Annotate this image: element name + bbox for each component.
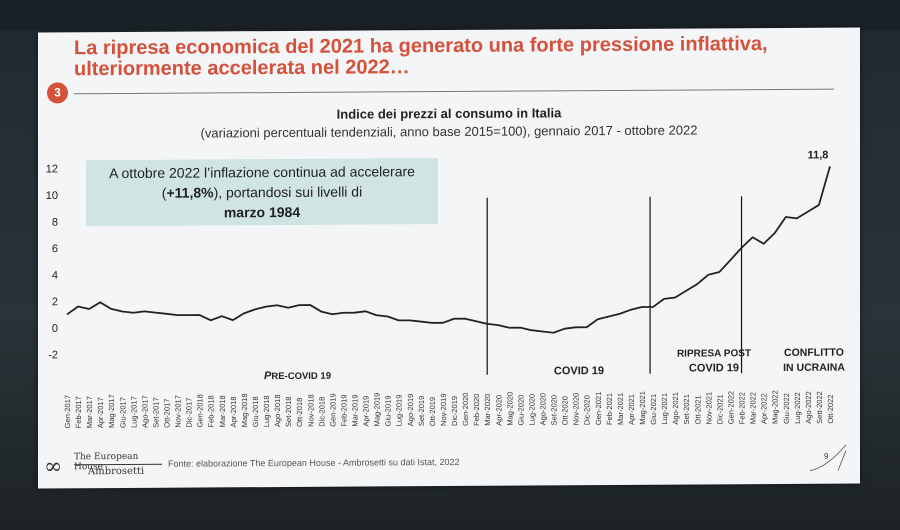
x-tick-label: Set-2017 bbox=[151, 397, 160, 428]
x-tick-label: Gen-2018 bbox=[196, 394, 205, 427]
x-tick-label: Apr-2019 bbox=[362, 396, 371, 427]
x-tick-label: Dic-2021 bbox=[715, 394, 724, 424]
phase-label-pre-covid: PRE-COVID 19 bbox=[264, 370, 331, 382]
x-tick-label: Apr-2021 bbox=[627, 394, 636, 425]
x-tick-label: Giu-2018 bbox=[251, 396, 260, 427]
x-tick-label: Lug-2021 bbox=[660, 393, 669, 425]
x-tick-label: Lug-2018 bbox=[262, 395, 271, 427]
x-tick-label: Nov-2021 bbox=[704, 392, 713, 425]
x-tick-label: Ott-2020 bbox=[561, 396, 570, 425]
x-tick-label: Feb-2018 bbox=[207, 395, 216, 427]
logo-mark-icon: ∞ bbox=[44, 454, 63, 480]
x-tick-label: Mar-2021 bbox=[616, 393, 625, 425]
page-number: 9 bbox=[824, 451, 829, 461]
x-tick-label: Giu-2022 bbox=[782, 393, 791, 424]
x-tick-label: Gen-2017 bbox=[63, 395, 72, 428]
phase-label-covid: COVID 19 bbox=[554, 365, 604, 377]
x-tick-label: Nov-2017 bbox=[174, 395, 183, 428]
x-tick-label: Set-2021 bbox=[682, 394, 691, 425]
x-tick-label: Mar-2020 bbox=[483, 394, 492, 426]
x-tick-label: Feb-2019 bbox=[339, 395, 348, 427]
logo-text-line2: Ambrosetti bbox=[88, 465, 145, 478]
x-tick-label: Set-2018 bbox=[284, 396, 293, 427]
presentation-slide: La ripresa economica del 2021 ha generat… bbox=[38, 27, 860, 489]
x-tick-label: Ago-2021 bbox=[671, 392, 680, 425]
x-tick-label: Mag-2017 bbox=[107, 394, 116, 428]
x-tick-label: Mag-2019 bbox=[373, 393, 382, 427]
x-tick-label: Giu-2017 bbox=[118, 397, 127, 428]
x-tick-label: Set-2020 bbox=[550, 395, 559, 426]
x-tick-label: Lug-2020 bbox=[527, 394, 536, 426]
x-tick-label: Apr-2017 bbox=[96, 397, 105, 428]
x-tick-label: Giu-2019 bbox=[384, 395, 393, 426]
x-tick-label: Mag-2021 bbox=[638, 391, 647, 425]
callout-bold-value: +11,8% bbox=[166, 184, 214, 201]
x-tick-label: Mar-2018 bbox=[218, 395, 227, 427]
x-tick-label: Nov-2019 bbox=[439, 393, 448, 426]
x-tick-label: Ott-2018 bbox=[295, 398, 304, 427]
x-tick-label: Nov-2020 bbox=[572, 393, 581, 426]
x-tick-label: Sett-2022 bbox=[815, 391, 824, 424]
callout-text-2: ), portandosi sui livelli di bbox=[213, 183, 363, 201]
x-tick-label: Set-2019 bbox=[417, 396, 426, 427]
x-tick-label: Apr-2022 bbox=[760, 393, 769, 424]
page-swirl-icon bbox=[809, 444, 847, 472]
x-tick-label: Gen-2020 bbox=[461, 393, 470, 426]
x-tick-label: Lug-2022 bbox=[793, 392, 802, 424]
x-tick-label: Ago-2020 bbox=[538, 393, 547, 426]
x-tick-label: Ott-2019 bbox=[428, 397, 437, 426]
x-tick-label: Mag-2020 bbox=[505, 392, 514, 426]
inflation-series-line bbox=[66, 166, 831, 334]
x-tick-label: Mag-2022 bbox=[771, 390, 780, 424]
x-tick-label: Gen-2019 bbox=[328, 393, 337, 426]
x-tick-label: Ago-2019 bbox=[406, 394, 415, 427]
screen-bezel bbox=[0, 0, 900, 30]
y-tick-label: 0 bbox=[52, 323, 58, 335]
x-tick-label: Mar-2017 bbox=[85, 396, 94, 428]
x-tick-label: Dic-2020 bbox=[583, 395, 592, 425]
x-tick-label: Nov-2018 bbox=[306, 394, 315, 427]
x-tick-label: Ott-2017 bbox=[163, 399, 172, 428]
y-tick-label: 10 bbox=[46, 190, 58, 202]
x-tick-label: Ago-2017 bbox=[140, 395, 149, 428]
y-tick-label: 8 bbox=[52, 217, 58, 229]
last-value-label: 11,8 bbox=[808, 149, 829, 161]
x-tick-label: Mag-2018 bbox=[240, 393, 249, 427]
callout-bold-date: marzo 1984 bbox=[223, 203, 301, 221]
x-tick-label: Feb-2017 bbox=[74, 396, 83, 428]
phase-label-recovery-line2: COVID 19 bbox=[689, 362, 739, 374]
x-tick-label: Gen-2021 bbox=[594, 392, 603, 425]
x-tick-label: Giu-2020 bbox=[516, 395, 525, 426]
x-tick-label: Ott-2021 bbox=[693, 395, 702, 424]
x-tick-label: Ago-2022 bbox=[804, 391, 813, 424]
x-tick-label: Feb-2021 bbox=[605, 393, 614, 425]
x-tick-label: Apr-2020 bbox=[494, 395, 503, 426]
x-tick-label: Lug-2019 bbox=[395, 395, 404, 427]
x-tick-label: Mar-2019 bbox=[351, 394, 360, 426]
x-tick-label: Ago-2018 bbox=[273, 394, 282, 427]
x-tick-label: Gen-2022 bbox=[726, 391, 735, 424]
phase-label-ukraine-line2: IN UCRAINA bbox=[783, 362, 845, 374]
x-tick-label: Apr-2018 bbox=[229, 396, 238, 427]
company-logo: ∞ The European House Ambrosetti bbox=[44, 450, 164, 485]
x-tick-label: Mar-2022 bbox=[749, 392, 758, 424]
x-tick-label: Giu-2021 bbox=[649, 394, 658, 425]
y-tick-label: 6 bbox=[52, 243, 58, 255]
x-tick-label: Dic-2017 bbox=[185, 398, 194, 428]
x-tick-label: Dic-2018 bbox=[317, 397, 326, 427]
y-tick-label: 2 bbox=[52, 296, 58, 308]
x-tick-label: Lug-2017 bbox=[129, 396, 138, 428]
x-tick-label: Feb-2020 bbox=[472, 394, 481, 426]
y-tick-label: 4 bbox=[52, 270, 58, 282]
x-tick-label: Ott-2022 bbox=[826, 394, 835, 423]
source-note: Fonte: elaborazione The European House -… bbox=[168, 456, 460, 469]
y-tick-label: -2 bbox=[48, 349, 58, 361]
x-tick-label: Feb-2022 bbox=[738, 392, 747, 424]
x-tick-label: Dic-2019 bbox=[450, 396, 459, 426]
inflation-callout: A ottobre 2022 l’inflazione continua ad … bbox=[86, 158, 438, 227]
phase-label-ukraine-line1: CONFLITTO bbox=[784, 347, 844, 359]
y-tick-label: 12 bbox=[46, 163, 58, 175]
phase-label-recovery-line1: RIPRESA POST bbox=[677, 348, 751, 359]
